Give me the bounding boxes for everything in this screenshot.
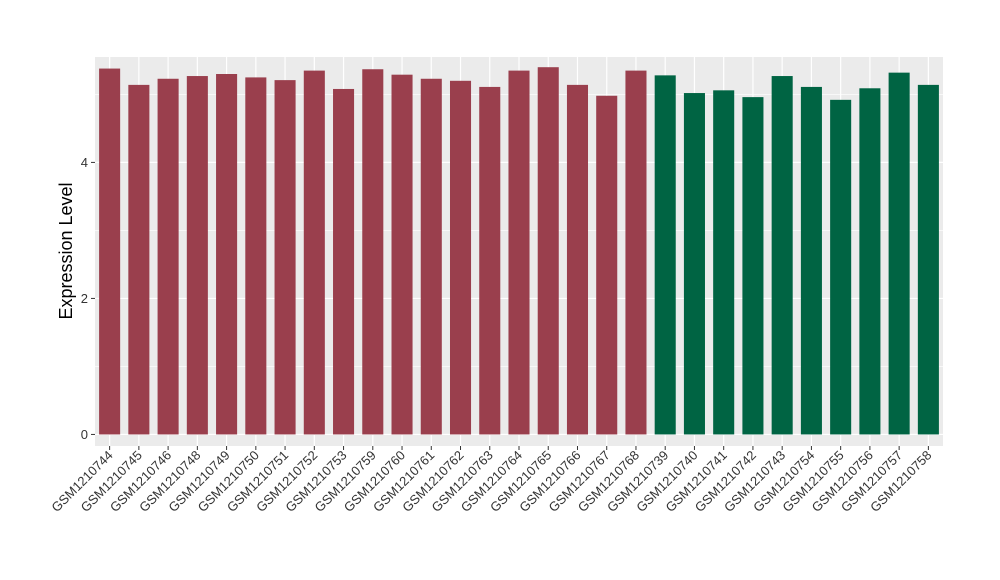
bar-GSM1210745 — [128, 84, 150, 435]
y-tick-label: 2 — [81, 291, 88, 306]
bar-GSM1210748 — [186, 76, 208, 435]
bar-GSM1210755 — [830, 99, 852, 435]
bar-GSM1210759 — [362, 69, 384, 435]
y-axis: 0 2 4 — [81, 155, 95, 442]
bar-GSM1210742 — [742, 97, 764, 435]
y-tick-label: 4 — [81, 155, 88, 170]
bar-GSM1210750 — [245, 77, 267, 435]
y-axis-title: Expression Level — [56, 182, 76, 319]
bar-GSM1210757 — [888, 72, 910, 435]
bar-GSM1210746 — [157, 78, 179, 435]
bar-GSM1210741 — [713, 90, 735, 435]
bar-GSM1210760 — [391, 74, 413, 435]
bar-GSM1210740 — [683, 93, 705, 435]
bar-GSM1210761 — [420, 78, 442, 435]
bar-GSM1210766 — [566, 84, 589, 435]
bar-GSM1210754 — [800, 86, 822, 435]
bar-GSM1210749 — [216, 74, 238, 435]
bars — [99, 67, 939, 435]
bar-GSM1210744 — [99, 68, 121, 435]
bar-GSM1210764 — [508, 70, 530, 435]
bar-GSM1210753 — [333, 88, 355, 435]
bar-GSM1210752 — [303, 70, 325, 435]
bar-GSM1210762 — [449, 80, 472, 435]
bar-GSM1210767 — [596, 95, 618, 435]
bar-GSM1210758 — [917, 84, 939, 435]
bar-GSM1210739 — [654, 75, 676, 435]
bar-GSM1210768 — [625, 70, 647, 435]
y-tick-label: 0 — [81, 427, 88, 442]
bar-GSM1210743 — [771, 76, 793, 435]
x-axis: GSM1210744GSM1210745GSM1210746GSM1210748… — [48, 446, 935, 515]
bar-GSM1210751 — [274, 80, 296, 435]
bar-GSM1210756 — [859, 88, 881, 435]
bar-GSM1210763 — [479, 86, 501, 435]
bar-GSM1210765 — [537, 67, 559, 435]
